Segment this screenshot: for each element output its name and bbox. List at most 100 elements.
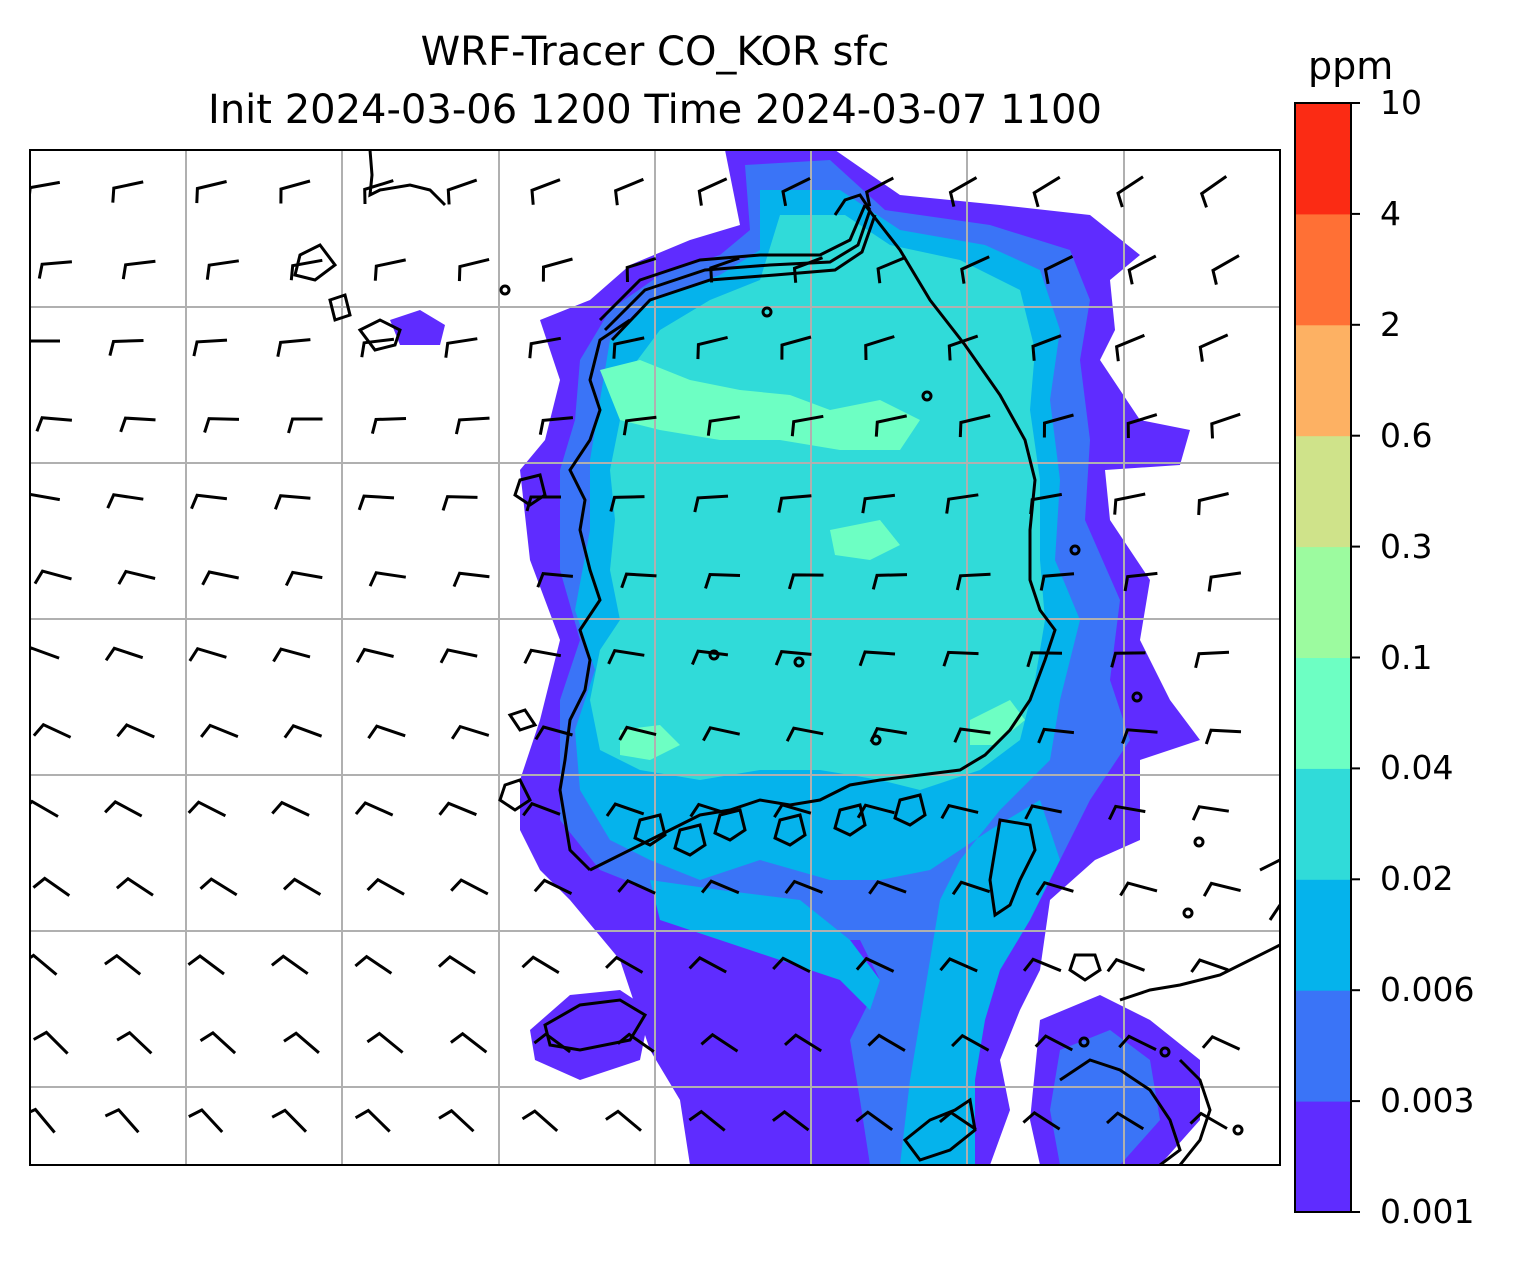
wind-barb [271, 800, 310, 817]
wind-barb [777, 494, 812, 513]
colorbar-tick-label: 0.001 [1380, 1192, 1475, 1231]
wind-barb [868, 880, 907, 895]
wind-barb [1022, 1111, 1061, 1131]
wind-barb [960, 255, 990, 284]
wind-barb [30, 646, 60, 660]
wind-barb [528, 336, 562, 359]
wind-barb [945, 493, 979, 514]
wind-barb [702, 726, 741, 742]
wind-barb [534, 725, 573, 741]
wind-barb [625, 257, 657, 283]
colorbar-band [1295, 768, 1351, 880]
wind-barb [1119, 881, 1158, 897]
wind-barb [354, 954, 393, 975]
chart-title-line1: WRF-Tracer CO_KOR sfc [420, 29, 890, 75]
wind-barb [370, 417, 407, 434]
colorbar-band [1295, 213, 1351, 326]
wind-barb [282, 877, 322, 896]
wind-barb [1108, 804, 1146, 821]
wind-barb [522, 801, 561, 817]
wind-barb [605, 1109, 642, 1132]
wind-barb [948, 176, 978, 207]
wind-barb [612, 336, 645, 359]
wind-barb [1039, 572, 1075, 591]
wind-barb [438, 801, 477, 817]
wind-barb [855, 956, 895, 973]
colorbar [1294, 102, 1360, 1213]
wind-barb [773, 803, 812, 818]
wind-barb [792, 256, 824, 283]
wind-barb [373, 258, 407, 281]
level-0.04-region-b [830, 520, 900, 560]
wind-barb [533, 1032, 571, 1054]
concentration-field [390, 150, 1200, 1165]
wind-barb [368, 571, 407, 587]
wind-barb [951, 1033, 990, 1052]
wind-barb [616, 1032, 655, 1053]
wind-barb [457, 257, 490, 282]
wind-barb [784, 879, 824, 895]
colorbar-tick-label: 0.6 [1380, 415, 1433, 455]
wind-barb [111, 180, 144, 203]
wind-barb [1121, 728, 1158, 745]
wind-barb [1207, 571, 1242, 592]
wind-barb [525, 495, 561, 512]
wind-barb [201, 570, 239, 586]
wind-barb [32, 722, 72, 739]
wind-barb [271, 1108, 308, 1133]
wind-barb [622, 415, 657, 436]
wind-barb [438, 955, 476, 975]
wind-barb [693, 494, 729, 513]
wind-barb [521, 1109, 559, 1133]
wind-barb [283, 724, 323, 739]
wind-barb [284, 570, 323, 587]
colorbar-band [1295, 1101, 1351, 1213]
wind-barb [953, 727, 991, 743]
level-0.003-region-south [1050, 1030, 1160, 1165]
wind-barb [116, 1030, 153, 1055]
wind-barb [780, 335, 812, 360]
wind-barb [605, 955, 644, 974]
wind-barb [617, 878, 656, 895]
wind-barb [856, 803, 895, 819]
wind-barb [696, 335, 728, 360]
wind-barb [1189, 1111, 1228, 1130]
chart-title-line2: Init 2024-03-06 1200 Time 2024-03-07 110… [208, 87, 1102, 133]
station-markers [499, 284, 1244, 1136]
wind-barb [1035, 880, 1074, 896]
wind-barb [609, 495, 645, 512]
wind-barb [1198, 333, 1229, 362]
colorbar-band [1295, 324, 1351, 437]
wind-barb [1126, 413, 1158, 439]
wind-barb [1194, 650, 1230, 669]
wind-barb [283, 1031, 320, 1054]
colorbar-tick-label: 0.006 [1380, 970, 1475, 1010]
wind-barb [858, 650, 896, 667]
wind-barb [688, 1109, 726, 1132]
wind-barb [876, 255, 907, 284]
wind-barb [190, 493, 228, 510]
wind-barb [874, 414, 908, 437]
wind-barb [272, 647, 311, 663]
wind-barb [1032, 175, 1061, 208]
wind-barb [276, 338, 311, 357]
wind-barb [938, 1110, 977, 1131]
wind-barb [30, 953, 58, 976]
wind-barb [116, 723, 155, 739]
wind-barb [1204, 728, 1242, 745]
colorbar-tick-label: 10 [1380, 83, 1422, 122]
wind-barb [192, 338, 228, 357]
wind-barb [104, 646, 144, 662]
wind-barb [121, 259, 156, 280]
wind-barb [1123, 571, 1158, 592]
wind-barb [523, 648, 562, 665]
wind-barb [270, 954, 309, 975]
wind-barb [533, 878, 573, 895]
wind-barb [354, 1108, 391, 1133]
wind-barb [1202, 881, 1241, 897]
wind-barb [360, 337, 395, 358]
wind-barb [940, 803, 979, 820]
wind-barb [366, 1031, 404, 1054]
wind-barb [1110, 651, 1146, 668]
